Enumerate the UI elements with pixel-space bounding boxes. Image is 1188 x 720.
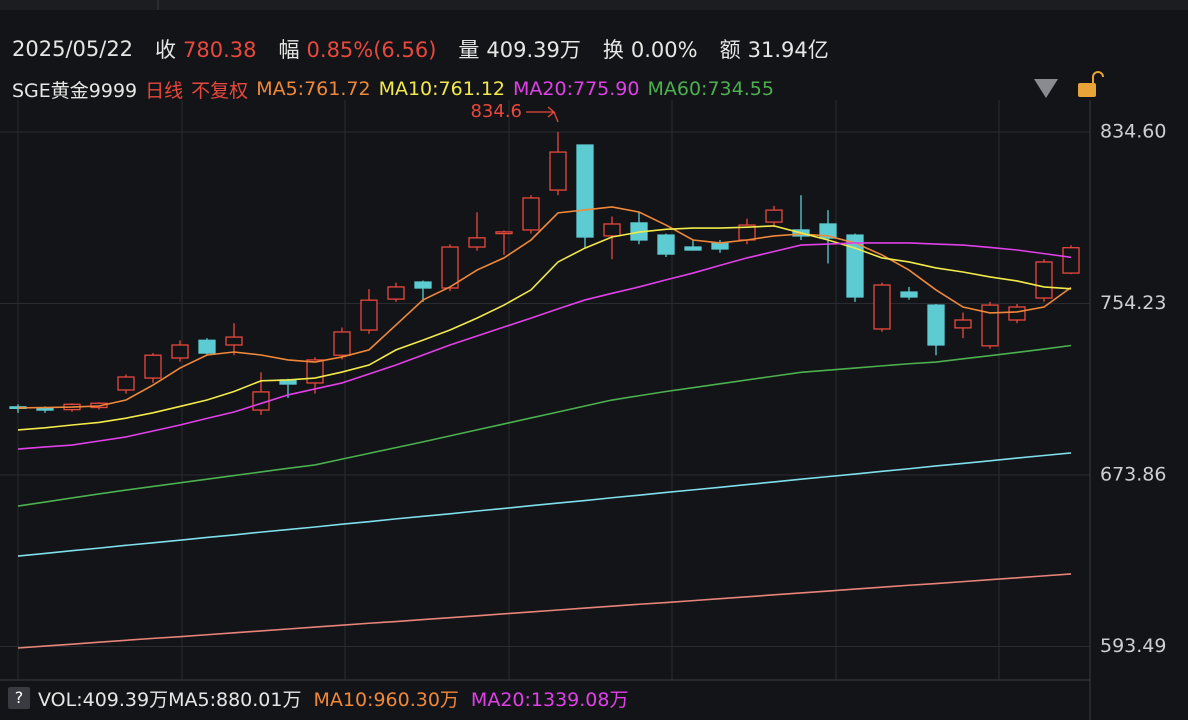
- candle-body: [1008, 306, 1026, 321]
- candle-body: [468, 237, 486, 248]
- legend-entry: MA10:761.12: [378, 78, 506, 100]
- candle-body: [441, 246, 459, 289]
- quote-item: 换 0.00%: [603, 34, 698, 64]
- top-tabs: [0, 0, 1188, 10]
- candle-body: [522, 197, 540, 231]
- y-tick-label: 754.23: [1100, 292, 1166, 314]
- candle-body: [549, 151, 567, 191]
- legend-entry: MA5:761.72: [256, 78, 371, 100]
- candle-body: [198, 339, 216, 354]
- candle-body: [765, 209, 783, 223]
- candle-body: [171, 344, 189, 359]
- ma-line: [17, 225, 1072, 431]
- volume-label: MA20:1339.08万: [470, 688, 629, 711]
- help-button[interactable]: ?: [8, 687, 30, 709]
- candle-body: [144, 354, 162, 379]
- candle-body: [900, 291, 918, 298]
- candle-body: [1035, 261, 1053, 299]
- legend-entry: MA20:775.90: [513, 78, 640, 100]
- quote-value: 0.85%(6.56): [306, 38, 437, 62]
- candle-body: [657, 234, 675, 255]
- plot-layer: 834.60 754.23 673.86 593.49 834.6: [0, 101, 1166, 657]
- quote-value: 780.38: [183, 38, 257, 62]
- candle-body: [414, 281, 432, 289]
- y-tick-label: 593.49: [1100, 635, 1166, 657]
- legend: SGE黄金9999 日线 不复权 MA5:761.72 MA10:761.12 MA…: [12, 76, 782, 102]
- candle-body: [117, 376, 135, 391]
- candle-body: [576, 144, 594, 238]
- ma-line: [17, 206, 1072, 409]
- lock-shackle: [1092, 71, 1104, 83]
- annotation-arrow: [526, 106, 559, 123]
- quote-item: 量 409.39万: [458, 34, 580, 64]
- candle-body: [360, 299, 378, 331]
- quote-value: 409.39万: [486, 38, 581, 62]
- quote-label: 换: [602, 38, 624, 62]
- quote-item: 额 31.94亿: [720, 34, 829, 64]
- candle-body: [819, 223, 837, 239]
- symbol: SGE黄金9999: [12, 79, 138, 102]
- volume-label: MA10:960.30万: [313, 688, 459, 711]
- lock-icon[interactable]: [1078, 83, 1096, 97]
- candle-body: [36, 407, 54, 411]
- candle-body: [1062, 247, 1080, 274]
- adjust[interactable]: 不复权: [191, 79, 249, 102]
- ma-line: [17, 452, 1072, 557]
- candle-body: [306, 359, 324, 384]
- candle-body: [495, 231, 513, 235]
- legend-entry: MA60:734.55: [647, 78, 774, 100]
- candle-body: [981, 304, 999, 347]
- volume-legend: ? VOL:409.39万 MA5:880.01万 MA10:960.30万 MA20…: [8, 684, 640, 712]
- max-annotation: 834.6: [470, 101, 522, 122]
- quote-label: 幅: [278, 38, 300, 62]
- candle-body: [684, 246, 702, 251]
- y-tick-label: 673.86: [1100, 464, 1166, 486]
- candle-body: [333, 331, 351, 356]
- header: 2025/05/22 收 780.38 幅 0.85%(6.56) 量 409.39万换 0…: [12, 34, 829, 64]
- candle-body: [603, 223, 621, 237]
- quote-label: 收: [155, 38, 177, 62]
- candle-body: [927, 304, 945, 346]
- dropdown-icon[interactable]: [1034, 79, 1058, 98]
- volume-label: VOL:409.39万: [38, 688, 169, 711]
- quote-label: 额: [719, 38, 741, 62]
- candle-body: [225, 336, 243, 346]
- period[interactable]: 日线: [145, 79, 184, 102]
- candle-body: [873, 284, 891, 330]
- quote-value: 0.00%: [630, 38, 698, 62]
- candle-body: [954, 319, 972, 329]
- quote-label: 量: [458, 38, 480, 62]
- volume-label: MA5:880.01万: [168, 688, 302, 711]
- ma-line: [17, 344, 1072, 507]
- ma-line: [17, 242, 1072, 450]
- quote-item: 收 780.38: [155, 34, 256, 64]
- candle-body: [387, 286, 405, 300]
- quote-value: 31.94亿: [747, 38, 829, 62]
- ma-line: [17, 573, 1072, 649]
- y-tick-label: 834.60: [1100, 121, 1166, 143]
- date: 2025/05/22: [12, 37, 134, 61]
- quote-item: 幅 0.85%(6.56): [279, 34, 437, 64]
- candle-body: [846, 234, 864, 298]
- candle-body: [711, 242, 729, 250]
